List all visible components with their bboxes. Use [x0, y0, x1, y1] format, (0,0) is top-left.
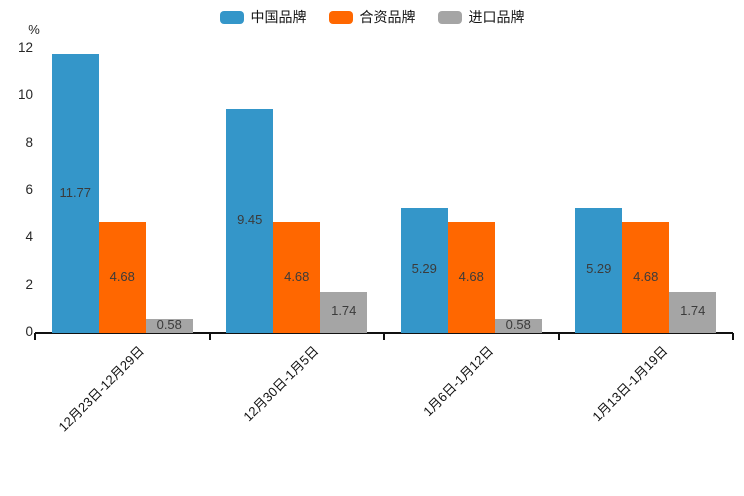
x-axis-category-label: 1月6日-1月12日 — [419, 343, 496, 420]
bar-china-brand — [575, 207, 623, 333]
bar-value-label: 0.58 — [505, 317, 531, 333]
bar-value-label: 1.74 — [680, 303, 706, 319]
bar-value-label: 1.74 — [331, 303, 357, 319]
legend-item-import-brand[interactable]: 进口品牌 — [437, 7, 525, 27]
legend-swatch-import-brand — [437, 10, 462, 24]
bar-value-label: 5.29 — [586, 261, 612, 277]
y-axis-tick-label: 0 — [25, 324, 33, 339]
x-axis-tick — [557, 333, 560, 340]
bar-value-label: 0.58 — [156, 317, 182, 333]
x-axis-tick — [208, 333, 211, 340]
x-axis-category-label: 12月23日-12月29日 — [55, 343, 147, 435]
bar-china-brand — [400, 207, 448, 333]
x-axis-tick — [383, 333, 385, 340]
bar-import-brand — [669, 291, 717, 333]
x-axis-category-label: 12月30日-1月5日 — [240, 343, 322, 425]
bar-value-label: 4.68 — [458, 268, 484, 284]
x-axis-tick — [34, 333, 36, 340]
legend-swatch-joint-venture-brand — [328, 10, 353, 24]
chart-legend: 中国品牌 合资品牌 进口品牌 — [0, 7, 744, 27]
bar-value-label: 4.68 — [633, 268, 659, 284]
x-axis-tick — [732, 333, 734, 340]
bar-joint-venture-brand — [447, 222, 495, 333]
y-axis-tick-label: 6 — [25, 182, 33, 197]
bar-china-brand — [226, 109, 274, 333]
y-axis-tick-label: 10 — [17, 87, 33, 103]
legend-item-joint-venture-brand[interactable]: 合资品牌 — [328, 7, 416, 27]
bar-import-brand — [320, 291, 368, 333]
legend-label-china-brand: 中国品牌 — [250, 9, 307, 25]
y-axis-unit-label: % — [28, 22, 40, 37]
bar-import-brand — [145, 319, 193, 333]
y-axis-tick-label: 4 — [25, 229, 33, 245]
bar-value-label: 9.45 — [237, 212, 263, 228]
bar-import-brand — [494, 319, 542, 333]
bar-value-label: 4.68 — [109, 268, 135, 284]
legend-swatch-china-brand — [219, 10, 244, 24]
bar-joint-venture-brand — [98, 222, 146, 333]
x-axis-category-label: 1月13日-1月19日 — [589, 343, 671, 425]
y-axis-tick-label: 8 — [25, 134, 33, 150]
bar-value-label: 11.77 — [59, 184, 92, 200]
legend-item-china-brand[interactable]: 中国品牌 — [219, 7, 307, 27]
bar-joint-venture-brand — [273, 222, 321, 333]
y-axis-tick-label: 12 — [17, 40, 33, 55]
legend-label-import-brand: 进口品牌 — [468, 9, 525, 25]
bar-value-label: 5.29 — [411, 261, 437, 277]
y-axis-tick-label: 2 — [25, 276, 33, 292]
legend-label-joint-venture-brand: 合资品牌 — [359, 9, 416, 25]
bar-joint-venture-brand — [622, 222, 670, 333]
bar-china-brand — [51, 54, 99, 333]
bar-value-label: 4.68 — [284, 268, 310, 284]
